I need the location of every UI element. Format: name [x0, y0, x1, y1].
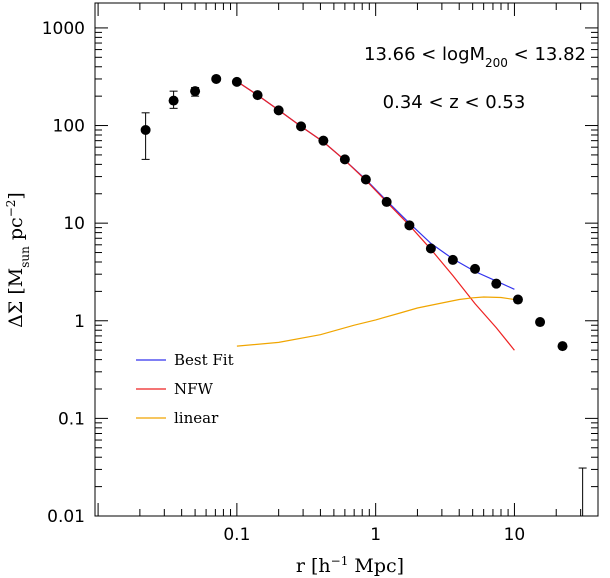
data-point [425, 243, 436, 254]
data-point [447, 254, 458, 265]
data-point [339, 154, 350, 165]
data-point [491, 278, 502, 289]
axis-ticks: 0.1 1 10 0.01 0.1 1 10 100 1000 [42, 3, 599, 545]
data-point [557, 341, 568, 352]
y-tick-label: 10 [63, 214, 85, 234]
y-tick-label: 1 [74, 312, 85, 332]
y-tick-label: 0.1 [58, 409, 85, 429]
data-point [535, 317, 546, 328]
y-tick-label: 1000 [42, 19, 85, 39]
x-tick-label: 10 [504, 525, 526, 545]
redshift-range-annotation: 0.34 < z < 0.53 [383, 92, 526, 113]
data-point [381, 196, 392, 207]
fit-curves [236, 80, 515, 351]
data-point [273, 105, 284, 116]
data-points [140, 73, 587, 516]
y-tick-label: 0.01 [47, 507, 85, 527]
x-axis-title: r [h−1 Mpc] [296, 554, 404, 577]
series-line-linear [236, 296, 515, 347]
data-point [404, 220, 415, 231]
data-point [512, 294, 523, 305]
data-point [318, 135, 329, 146]
legend-label: Best Fit [174, 351, 234, 369]
y-tick-label: 100 [53, 117, 85, 137]
plot-border [94, 2, 599, 517]
data-point [296, 121, 307, 132]
plot-frame [94, 2, 599, 517]
data-point [190, 86, 201, 97]
legend: Best Fit NFW linear [136, 351, 234, 427]
x-tick-label: 0.1 [223, 525, 250, 545]
data-point [211, 73, 222, 84]
y-axis-title: ΔΣ [Msun pc−2] [4, 192, 32, 328]
x-tick-label: 1 [370, 525, 381, 545]
data-point [168, 95, 179, 106]
legend-label: NFW [174, 380, 214, 398]
data-point [231, 76, 242, 87]
data-point [140, 125, 151, 136]
data-point [252, 90, 263, 101]
data-point [470, 263, 481, 274]
data-point [360, 174, 371, 185]
series-line-nfw [236, 80, 515, 351]
mass-range-annotation: 13.66 < logM200 < 13.82 [364, 44, 586, 70]
legend-label: linear [174, 409, 219, 427]
